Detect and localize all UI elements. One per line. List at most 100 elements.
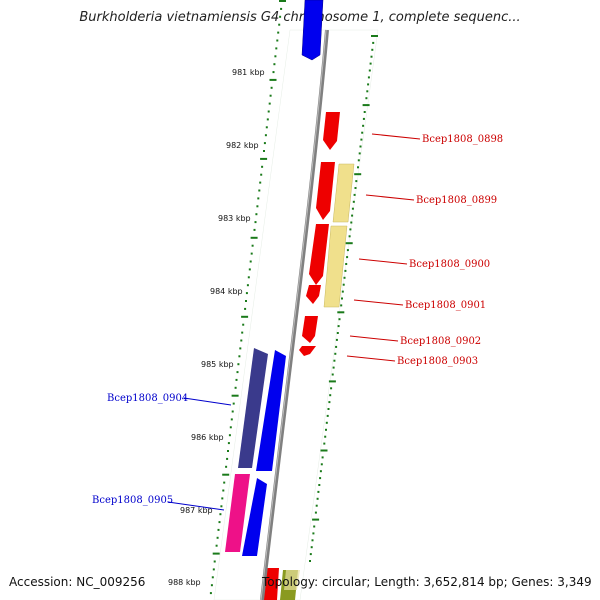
tick-mark: [236, 371, 239, 374]
gene-arrow-0902[interactable]: [302, 316, 318, 343]
tick-mark: [264, 134, 267, 137]
gene-arrow-0905-pink[interactable]: [225, 474, 250, 552]
tick-mark: [222, 489, 225, 492]
tick-mark: [241, 331, 244, 334]
tick-mark: [354, 173, 362, 176]
tick-mark: [369, 62, 372, 65]
tick-mark: [222, 473, 230, 476]
gene-arrow-0903[interactable]: [299, 346, 316, 356]
gene-arrow-blue-mid[interactable]: [256, 350, 286, 471]
tick-mark: [261, 165, 264, 168]
gene-arrow-blue-low[interactable]: [242, 478, 267, 556]
tick-mark: [269, 94, 272, 97]
gene-label-0904[interactable]: Bcep1808_0904: [107, 393, 188, 404]
reverse-gene-labels: Bcep1808_0898 Bcep1808_0899 Bcep1808_090…: [346, 133, 503, 367]
gene-label-0903[interactable]: Bcep1808_0903: [397, 356, 478, 367]
tick-mark: [227, 450, 229, 452]
tick-mark: [230, 418, 233, 421]
tick-mark: [348, 235, 351, 238]
tick-mark: [370, 55, 373, 58]
tick-dots-right: [309, 35, 378, 562]
tick-mark: [365, 97, 368, 100]
tick-mark: [254, 221, 257, 224]
tick-mark: [227, 442, 230, 445]
tick-mark: [212, 568, 215, 571]
gene-label-0902[interactable]: Bcep1808_0902: [400, 336, 481, 347]
tick-mark: [338, 318, 341, 321]
tick-mark: [327, 408, 330, 410]
tick-mark: [260, 173, 263, 176]
tick-mark: [212, 552, 220, 555]
tick-mark: [258, 189, 261, 192]
tick-mark: [276, 39, 279, 42]
gene-label-0898[interactable]: Bcep1808_0898: [422, 134, 503, 145]
tick-label-985: 985 kbp: [201, 360, 234, 369]
tick-mark: [324, 435, 327, 438]
gene-arrow-0900[interactable]: [309, 224, 329, 285]
tick-mark: [274, 55, 277, 58]
tick-mark: [245, 292, 248, 295]
tick-label-988: 988 kbp: [168, 578, 201, 587]
tick-mark: [234, 386, 237, 389]
gene-label-0899[interactable]: Bcep1808_0899: [416, 195, 497, 206]
tick-mark: [343, 276, 346, 279]
tick-mark: [351, 214, 354, 217]
tick-mark: [352, 200, 355, 203]
tick-mark: [357, 166, 359, 169]
tick-mark: [215, 544, 218, 547]
tick-mark: [330, 387, 333, 390]
tick-mark: [371, 48, 374, 51]
tick-mark: [219, 513, 222, 516]
tick-mark: [328, 380, 336, 383]
tick-mark: [325, 428, 327, 431]
tick-mark: [314, 511, 317, 514]
tick-mark: [361, 131, 364, 134]
gene-arrow-blue-top[interactable]: [301, 0, 324, 61]
tick-mark: [209, 592, 212, 595]
gene-label-0900[interactable]: Bcep1808_0900: [409, 259, 490, 270]
gene-arrow-0901[interactable]: [306, 285, 321, 304]
gene-arrow-0904-navy[interactable]: [238, 348, 268, 468]
tick-mark: [251, 244, 254, 247]
tick-mark: [217, 528, 220, 531]
gene-bottom-khaki[interactable]: [284, 570, 300, 590]
tick-mark: [345, 242, 353, 245]
gene-khaki-2[interactable]: [323, 225, 348, 308]
map-title: Burkholderia vietnamiensis G4 chromosome…: [79, 10, 521, 25]
tick-mark: [250, 236, 258, 239]
backbone-highlight: [260, 29, 327, 600]
tick-mark: [310, 546, 313, 549]
tick-mark: [259, 181, 262, 184]
tick-mark: [312, 518, 320, 521]
tick-mark: [253, 228, 256, 231]
tick-mark: [362, 124, 365, 127]
tick-mark: [367, 76, 370, 79]
gene-label-0901[interactable]: Bcep1808_0901: [405, 300, 486, 311]
tick-mark: [368, 69, 371, 72]
tick-mark: [277, 31, 280, 34]
tick-mark: [336, 332, 339, 334]
tick-mark: [367, 83, 370, 86]
tick-mark: [315, 504, 318, 507]
gene-arrow-0899[interactable]: [316, 162, 335, 220]
gene-label-0905[interactable]: Bcep1808_0905: [92, 495, 173, 506]
tick-mark: [270, 86, 273, 89]
tick-mark: [331, 373, 334, 376]
tick-mark: [360, 138, 363, 141]
forward-gene-labels: Bcep1808_0904 Bcep1808_0905: [92, 393, 232, 511]
tick-mark: [354, 187, 357, 189]
tick-mark: [245, 300, 247, 302]
tick-mark: [342, 283, 345, 286]
tick-mark: [241, 315, 249, 318]
tick-mark: [223, 481, 226, 484]
tick-mark: [309, 560, 311, 562]
tick-mark: [309, 553, 312, 556]
tick-mark: [278, 23, 281, 26]
chromosome-backbone: [260, 29, 329, 600]
tick-mark: [362, 104, 370, 107]
tick-mark: [312, 532, 315, 535]
gene-khaki-1[interactable]: [332, 163, 355, 223]
gene-arrow-0898[interactable]: [323, 112, 340, 150]
